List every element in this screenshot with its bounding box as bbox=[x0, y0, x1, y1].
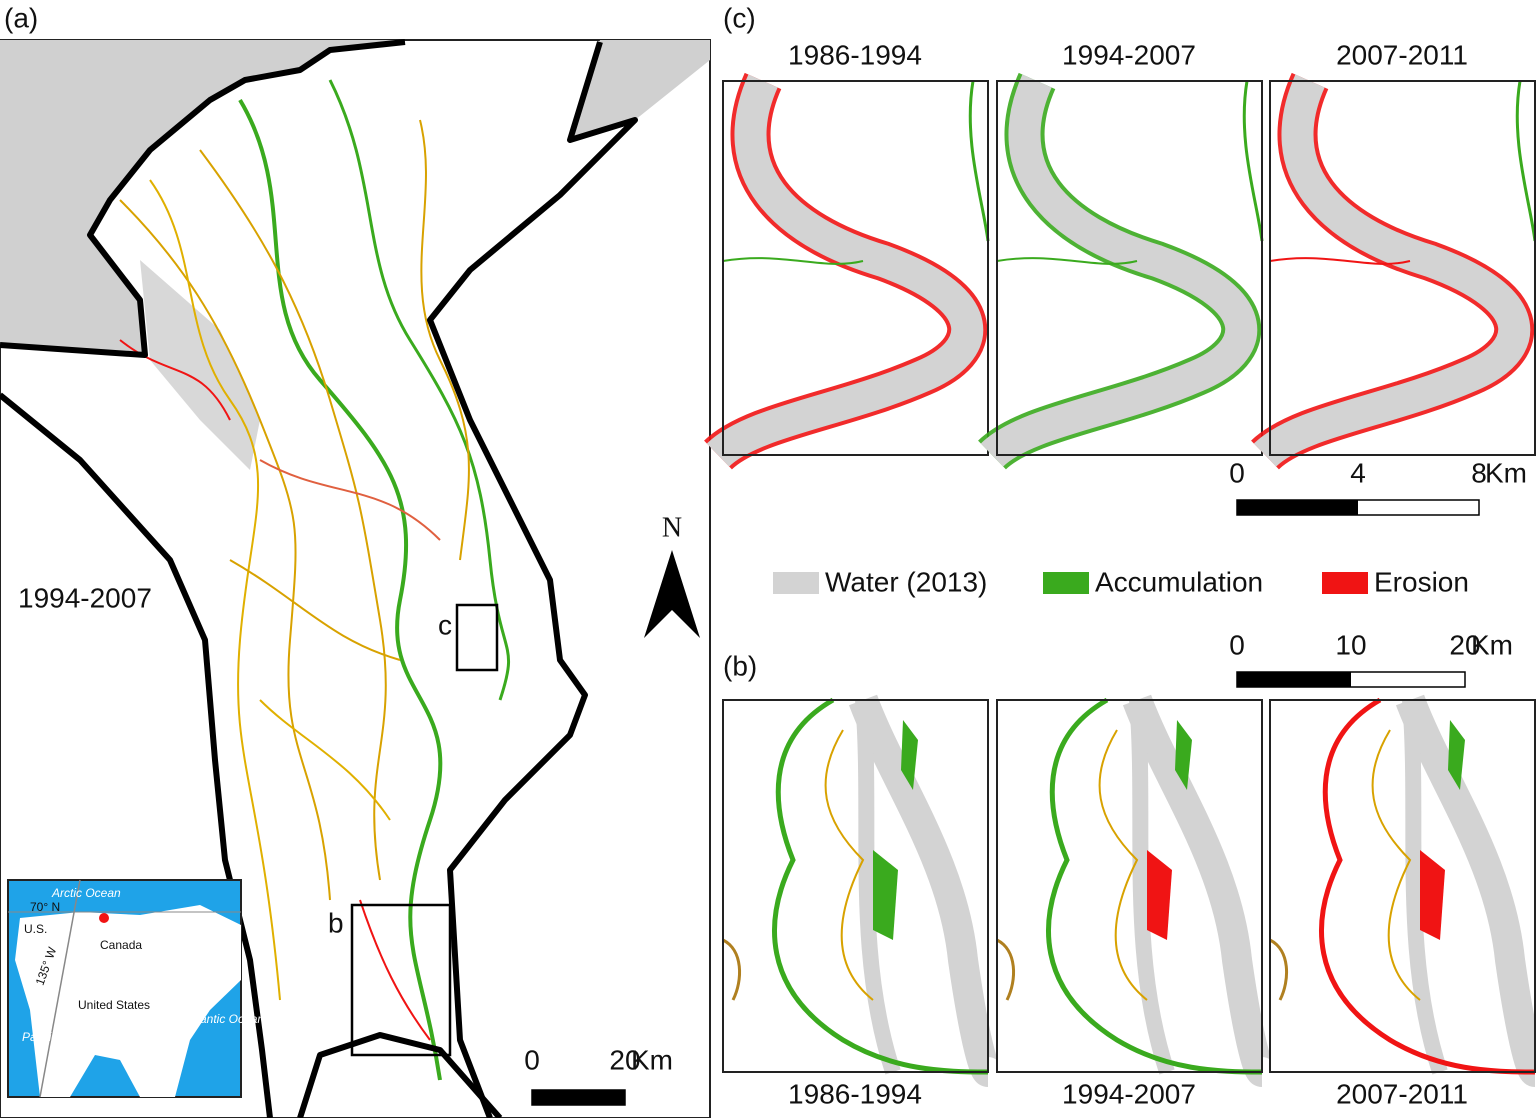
panel-title: 1994-2007 bbox=[1062, 1078, 1196, 1109]
scale-label: 0 bbox=[524, 1044, 540, 1075]
panel-label: (a) bbox=[4, 2, 38, 33]
scale-unit: Km bbox=[631, 1044, 673, 1075]
change-patch bbox=[1147, 850, 1172, 940]
river-water bbox=[706, 74, 984, 468]
panel-label: (b) bbox=[723, 650, 757, 681]
scale-label: 0 bbox=[1229, 457, 1245, 488]
scale-segment bbox=[1237, 500, 1358, 515]
inset-label: Atlantic Ocean bbox=[185, 1012, 264, 1026]
frame bbox=[1269, 699, 1536, 1073]
study-boundary bbox=[0, 39, 638, 1118]
legend-swatch bbox=[1322, 572, 1368, 594]
panel-title: 2007-2011 bbox=[1336, 39, 1468, 70]
channel-edge bbox=[1319, 697, 1536, 1075]
scale-unit: Km bbox=[1471, 629, 1513, 660]
inset-label: 70° N bbox=[30, 900, 60, 914]
frame bbox=[996, 699, 1263, 1073]
channel-edge bbox=[824, 729, 874, 1001]
scale-label: 20 bbox=[609, 1044, 640, 1075]
channel-edge bbox=[996, 938, 1016, 1001]
channel bbox=[855, 699, 901, 1075]
scale-label: 10 bbox=[1335, 629, 1366, 660]
north-arrow bbox=[644, 550, 700, 638]
channel bbox=[1129, 699, 1175, 1075]
legend-label: Water (2013) bbox=[825, 566, 987, 597]
inset-label: Pacific Ocean bbox=[22, 1030, 96, 1044]
river-network bbox=[119, 79, 511, 1081]
river-edge bbox=[1269, 257, 1411, 265]
channel-edge bbox=[1371, 729, 1421, 1001]
scale-segment bbox=[532, 1090, 625, 1105]
inset-label: U.S. bbox=[24, 922, 47, 936]
legend-swatch bbox=[773, 572, 819, 594]
inset-label: Canada bbox=[100, 938, 142, 952]
legend-label: Accumulation bbox=[1095, 566, 1263, 597]
channel-edge bbox=[722, 938, 742, 1001]
frame bbox=[722, 699, 989, 1073]
box-label: b bbox=[328, 907, 344, 938]
channel-edge bbox=[1098, 729, 1148, 1001]
river-edge bbox=[1515, 80, 1536, 242]
ocean bbox=[0, 40, 405, 355]
scale-segment bbox=[1237, 672, 1351, 687]
channel-edge bbox=[1269, 938, 1289, 1001]
panel-title: 2007-2011 bbox=[1336, 1078, 1468, 1109]
channel-edge bbox=[1046, 697, 1263, 1075]
braid-panel bbox=[722, 694, 1000, 1087]
change-patch bbox=[1175, 720, 1192, 790]
panel-label: (c) bbox=[723, 2, 756, 33]
change-patch bbox=[1420, 850, 1445, 940]
braid-panel bbox=[1269, 694, 1536, 1087]
box-b bbox=[350, 903, 452, 1057]
river-edge bbox=[1242, 80, 1264, 242]
delta-water bbox=[140, 260, 260, 470]
channel bbox=[1395, 694, 1536, 1087]
ocean bbox=[570, 40, 710, 140]
legend-label: Erosion bbox=[1374, 566, 1469, 597]
frame bbox=[996, 80, 1263, 456]
meander-panel bbox=[978, 72, 1264, 471]
panel-title: 1986-1994 bbox=[788, 39, 922, 70]
period-label: 1994-2007 bbox=[18, 582, 152, 613]
inset-label: Arctic Ocean bbox=[51, 886, 121, 900]
channel bbox=[1402, 699, 1448, 1075]
frame bbox=[1269, 80, 1536, 456]
change-patch bbox=[901, 720, 918, 790]
river-water bbox=[1253, 74, 1531, 468]
channel-edge bbox=[772, 697, 989, 1075]
river-edge bbox=[996, 257, 1138, 265]
meander-panel bbox=[704, 72, 990, 471]
inset-map: Arctic Ocean 70° N U.S. Canada 135° W Un… bbox=[7, 879, 264, 1098]
scale-label: 8 bbox=[1471, 457, 1487, 488]
meander-panel bbox=[1251, 72, 1536, 471]
river-edge bbox=[968, 80, 990, 242]
channel bbox=[848, 694, 1000, 1087]
scale-label: 4 bbox=[1350, 457, 1366, 488]
main-map: c b 1994-2007 N Arctic Ocean 70° N U.S. … bbox=[0, 2, 711, 1118]
panel-title: 1994-2007 bbox=[1062, 39, 1196, 70]
inset-label: United States bbox=[78, 998, 150, 1012]
braid-panel bbox=[996, 694, 1274, 1087]
change-patch bbox=[873, 850, 898, 940]
river-water bbox=[980, 74, 1258, 468]
change-patch bbox=[1448, 720, 1465, 790]
box-c bbox=[455, 603, 499, 672]
north-label: N bbox=[662, 512, 682, 543]
river-edge bbox=[722, 257, 864, 265]
box-label: c bbox=[438, 609, 452, 640]
scale-unit: Km bbox=[1485, 457, 1527, 488]
frame bbox=[722, 80, 989, 456]
scale-label: 0 bbox=[1229, 629, 1245, 660]
scale-label: 20 bbox=[1449, 629, 1480, 660]
channel bbox=[1122, 694, 1274, 1087]
panel-title: 1986-1994 bbox=[788, 1078, 922, 1109]
legend-swatch bbox=[1043, 572, 1089, 594]
